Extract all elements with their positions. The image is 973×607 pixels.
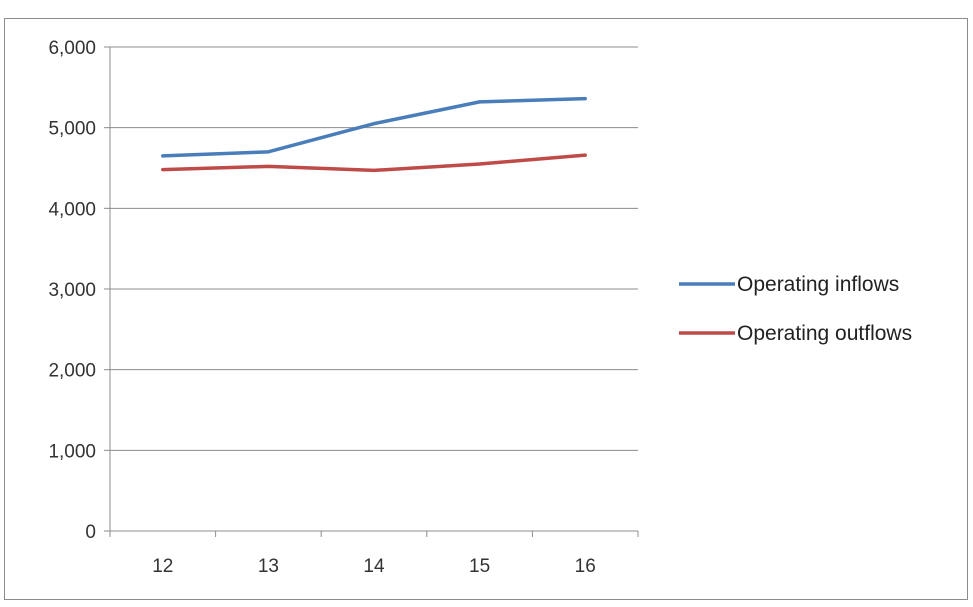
axes — [104, 46, 639, 537]
data-point — [161, 168, 165, 172]
legend-label: Operating inflows — [737, 273, 899, 296]
y-tick-label: 5,000 — [48, 119, 96, 140]
y-tick-label: 4,000 — [48, 199, 96, 220]
y-tick-label: 3,000 — [48, 280, 96, 301]
x-tick-label: 14 — [363, 556, 385, 577]
x-axis-tick-labels: 12 13 14 15 16 — [152, 556, 596, 577]
legend-item: Operating inflows — [679, 273, 899, 296]
series-lines — [161, 96, 587, 173]
data-point — [372, 168, 376, 172]
data-point — [583, 97, 587, 101]
y-axis-tick-labels: 0 1,000 2,000 3,000 4,000 5,000 6,000 — [48, 38, 96, 543]
legend-label: Operating outflows — [737, 322, 912, 345]
x-tick-label: 15 — [469, 556, 490, 577]
x-tick-label: 12 — [152, 556, 173, 577]
y-tick-label: 6,000 — [48, 38, 96, 59]
chart-frame: 0 1,000 2,000 3,000 4,000 5,000 6,000 12 13 14 15… — [4, 18, 968, 600]
y-tick-label: 0 — [85, 522, 96, 543]
legend: Operating inflows Operating outflows — [679, 273, 912, 345]
gridlines — [110, 46, 638, 451]
data-point — [478, 100, 482, 104]
y-tick-label: 1,000 — [48, 441, 96, 462]
x-tick-label: 13 — [258, 556, 279, 577]
data-point — [266, 150, 270, 154]
y-tick-label: 2,000 — [48, 361, 96, 382]
data-point — [266, 164, 270, 168]
series-line-2 — [161, 153, 587, 173]
line-chart: 0 1,000 2,000 3,000 4,000 5,000 6,000 12 13 14 15… — [48, 38, 912, 577]
legend-item: Operating outflows — [679, 322, 912, 345]
x-tick-label: 16 — [575, 556, 596, 577]
data-point — [478, 162, 482, 166]
data-point — [372, 122, 376, 126]
data-point — [161, 154, 165, 158]
data-point — [583, 153, 587, 157]
